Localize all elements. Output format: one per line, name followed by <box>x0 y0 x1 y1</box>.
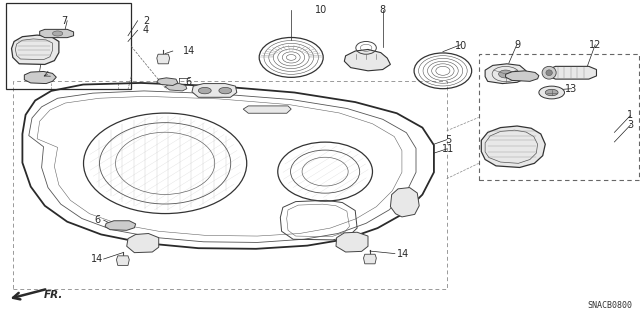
Polygon shape <box>165 84 187 91</box>
Text: 12: 12 <box>589 40 602 50</box>
Polygon shape <box>481 126 545 167</box>
Text: 3: 3 <box>627 120 634 130</box>
Text: 7: 7 <box>61 16 67 26</box>
Text: 1: 1 <box>627 110 634 121</box>
Text: 5: 5 <box>445 135 451 145</box>
Polygon shape <box>40 29 74 38</box>
Text: 9: 9 <box>514 40 520 50</box>
Text: 14: 14 <box>397 249 410 259</box>
Text: 4: 4 <box>143 25 149 35</box>
Polygon shape <box>157 78 178 85</box>
Circle shape <box>198 87 211 94</box>
Polygon shape <box>336 232 368 252</box>
Polygon shape <box>192 84 237 97</box>
Polygon shape <box>344 49 390 71</box>
Polygon shape <box>548 66 596 79</box>
Ellipse shape <box>542 66 556 79</box>
Text: 15: 15 <box>506 67 518 77</box>
Text: 11: 11 <box>442 144 454 154</box>
Circle shape <box>545 89 558 96</box>
Polygon shape <box>116 256 129 265</box>
Circle shape <box>539 86 564 99</box>
Circle shape <box>219 87 232 94</box>
Text: 6: 6 <box>94 215 100 225</box>
Polygon shape <box>390 188 419 217</box>
Text: 14: 14 <box>91 254 104 264</box>
Text: 13: 13 <box>565 84 578 94</box>
Polygon shape <box>364 254 376 264</box>
Text: 10: 10 <box>315 5 328 15</box>
Polygon shape <box>485 64 526 84</box>
Polygon shape <box>105 221 136 230</box>
Ellipse shape <box>499 70 513 78</box>
Polygon shape <box>12 35 59 64</box>
Ellipse shape <box>546 70 552 76</box>
Polygon shape <box>24 71 56 84</box>
Text: 15: 15 <box>33 54 46 64</box>
Polygon shape <box>157 54 170 64</box>
Text: FR.: FR. <box>44 290 63 300</box>
Text: 10: 10 <box>454 41 467 51</box>
Polygon shape <box>127 234 159 253</box>
Circle shape <box>52 31 63 36</box>
Text: SNACB0800: SNACB0800 <box>588 301 632 310</box>
Polygon shape <box>506 71 539 81</box>
Polygon shape <box>243 106 291 113</box>
Text: 14: 14 <box>182 46 195 56</box>
Text: 8: 8 <box>380 5 386 15</box>
Text: 2: 2 <box>143 16 149 26</box>
Text: 6: 6 <box>186 77 192 87</box>
